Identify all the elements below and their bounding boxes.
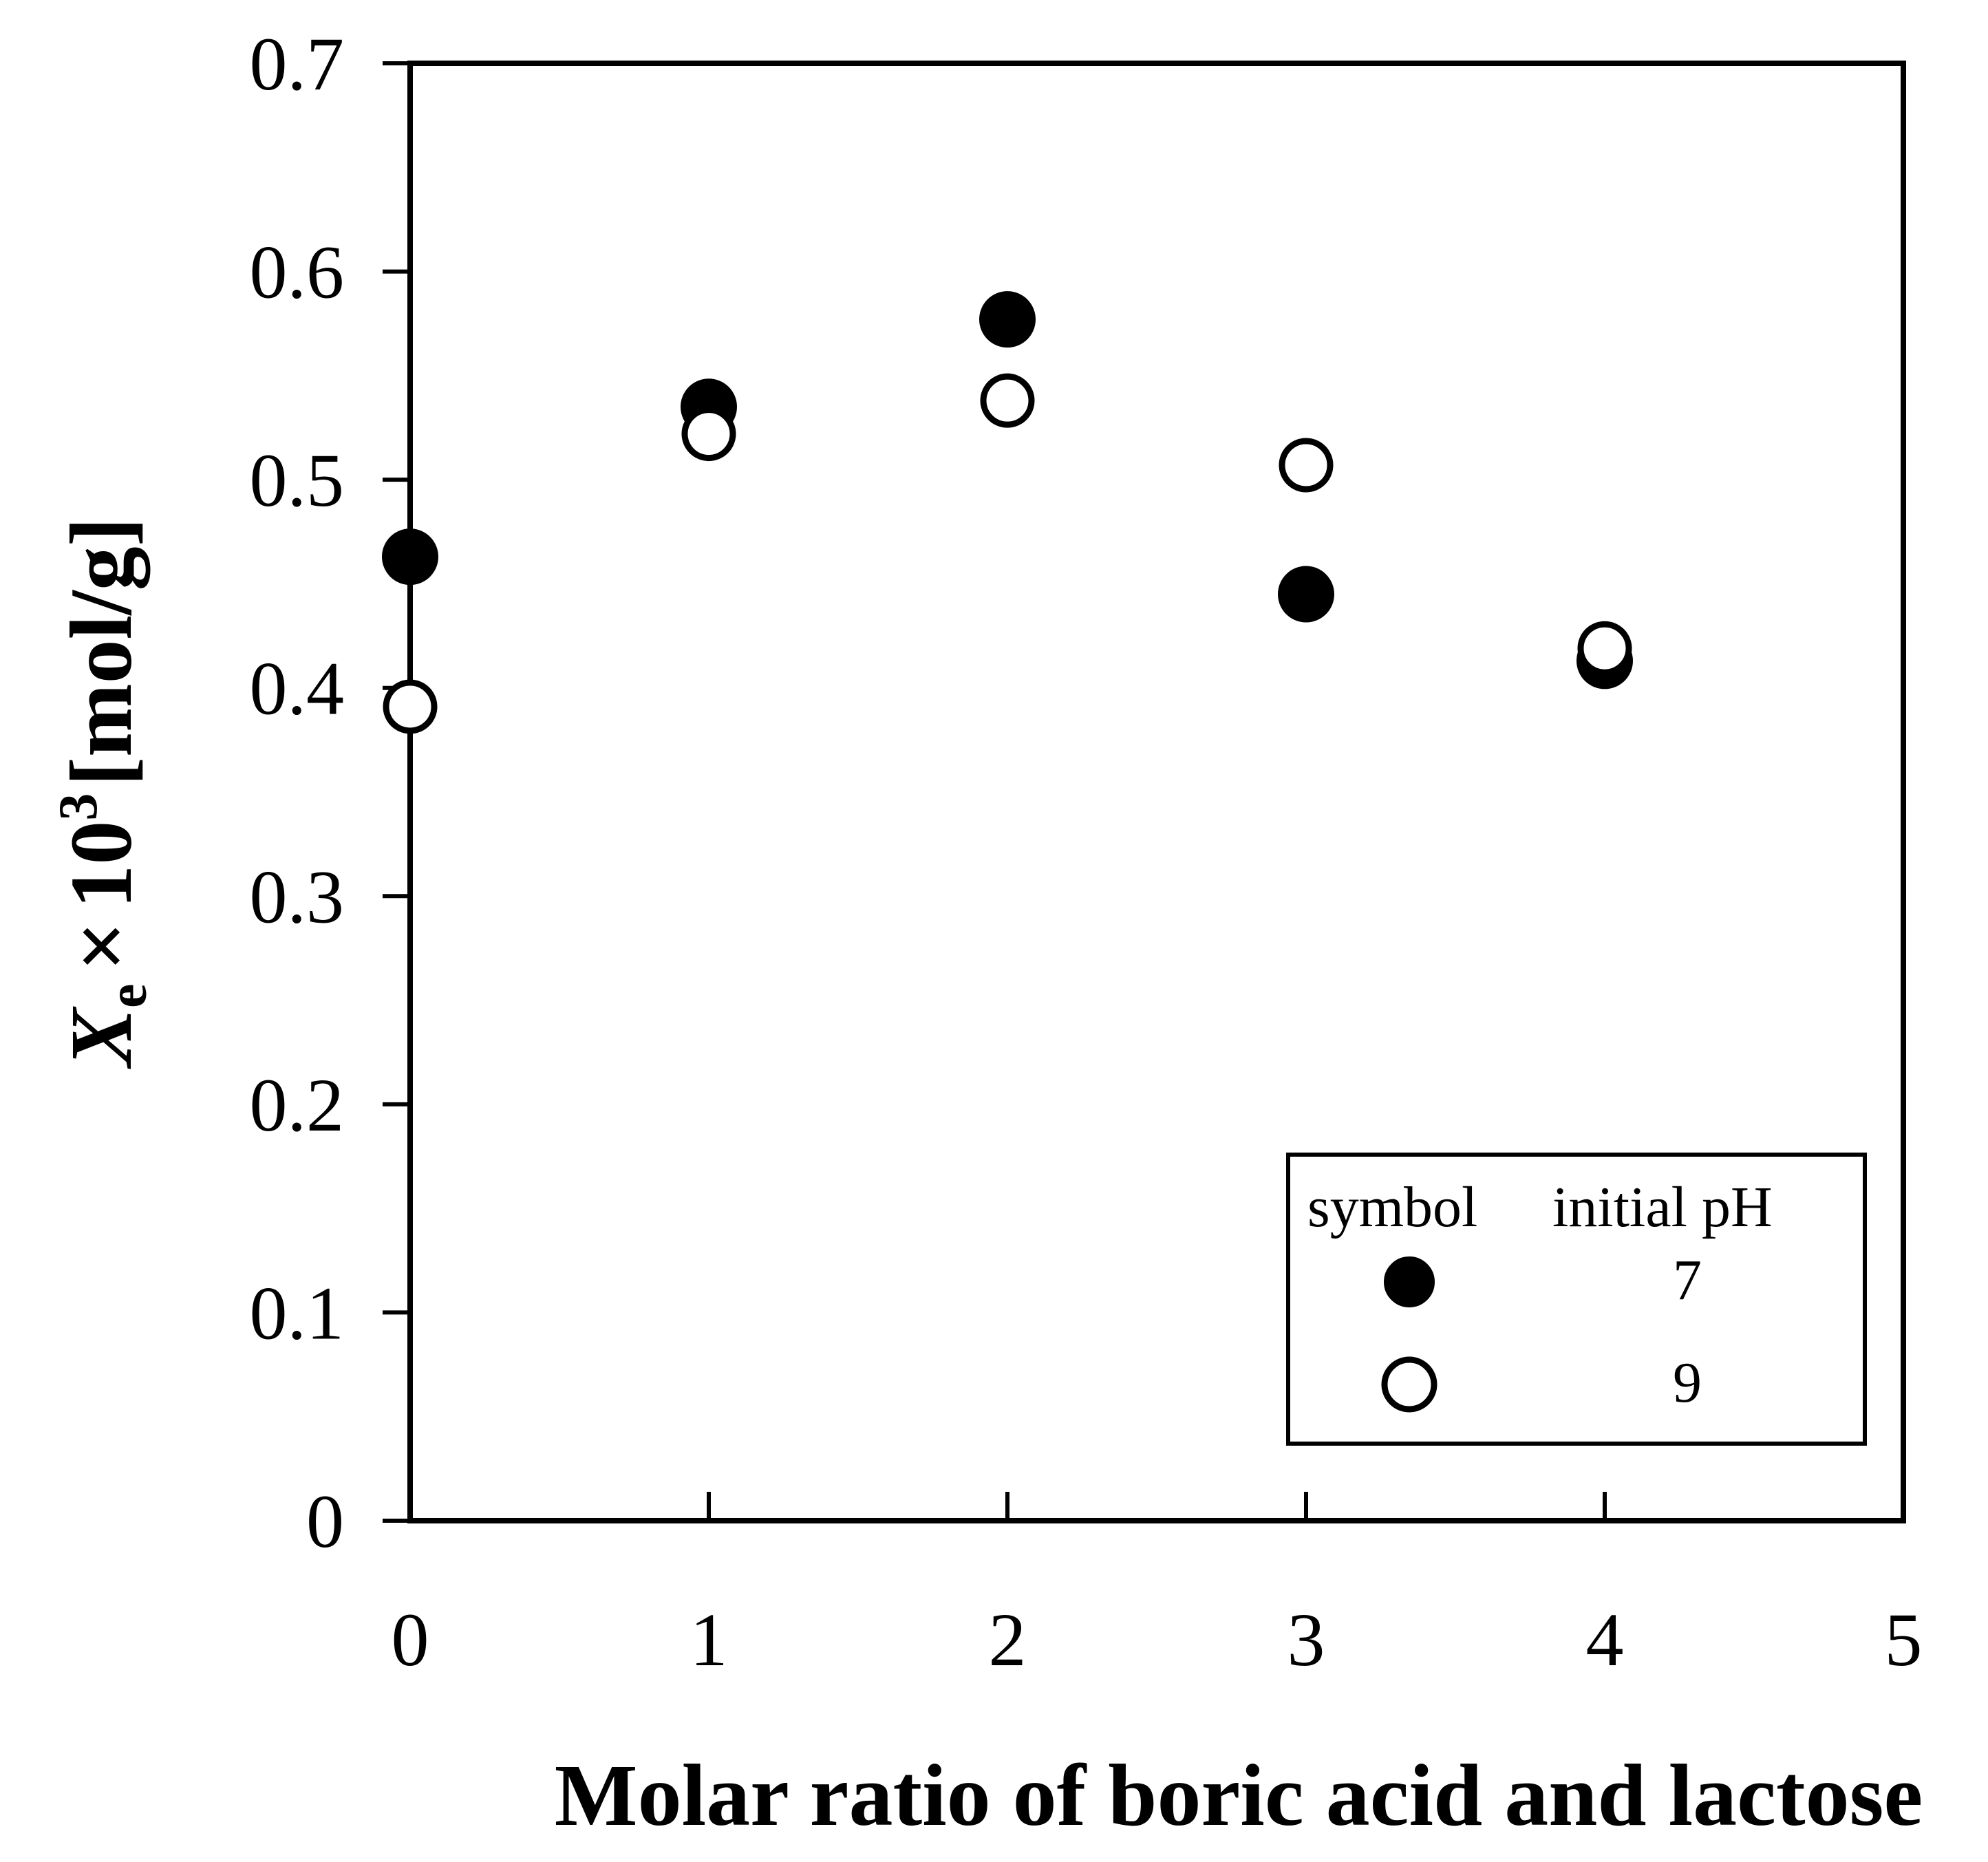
y-axis-tick-labels: 0 0.1 0.2 0.3 0.4 0.5 0.6 0.7: [250, 22, 345, 1563]
x-tick-label: 3: [1287, 1598, 1325, 1682]
y-tick-label: 0.2: [250, 1063, 345, 1147]
y-tick-label: 0.7: [250, 22, 345, 106]
y-axis-title-subscript: e: [98, 984, 158, 1009]
x-tick-label: 0: [392, 1598, 429, 1682]
data-point-ph-7: [382, 528, 438, 586]
legend-marker-filled-circle: [1384, 1256, 1435, 1307]
data-point-ph-7: [1278, 566, 1334, 623]
x-axis-ticks: [408, 1492, 1905, 1521]
data-point-ph-9: [1279, 438, 1334, 493]
data-point-ph-9: [681, 407, 736, 462]
x-tick-label: 5: [1885, 1598, 1923, 1682]
y-axis-title-unit: [mol/g]: [52, 517, 150, 786]
y-tick-label: 0.4: [250, 647, 345, 731]
data-point-ph-7: [979, 291, 1036, 348]
y-tick-label: 0: [306, 1479, 344, 1563]
y-tick-label: 0.5: [250, 438, 345, 522]
data-points: [382, 291, 1633, 734]
y-axis-title-times: ×: [52, 921, 150, 972]
y-axis-title-symbol: X: [52, 1006, 150, 1069]
legend-header-value: initial pH: [1552, 1175, 1773, 1239]
y-axis-title: Xe × 103 [mol/g]: [48, 517, 158, 1070]
y-tick-label: 0.6: [250, 231, 345, 314]
plot-area-frame: [407, 61, 1906, 1523]
data-point-ph-9: [1577, 621, 1632, 676]
x-axis-tick-labels: 0 1 2 3 4 5: [392, 1598, 1923, 1682]
legend-header-symbol: symbol: [1307, 1175, 1477, 1239]
y-tick-label: 0.1: [250, 1271, 345, 1355]
legend-box: [1286, 1153, 1867, 1446]
legend-label-ph-7: 7: [1673, 1248, 1702, 1312]
x-axis-title: Molar ratio of boric acid and lactose: [555, 1746, 1923, 1844]
y-axis-ticks: [383, 61, 410, 1523]
y-axis-title-base: 10: [52, 821, 150, 909]
y-axis-title-exponent: 3: [48, 793, 109, 821]
x-tick-label: 1: [690, 1598, 728, 1682]
x-tick-label: 2: [989, 1598, 1027, 1682]
y-tick-label: 0.3: [250, 855, 345, 939]
legend-label-ph-9: 9: [1673, 1351, 1702, 1415]
x-tick-label: 4: [1586, 1598, 1624, 1682]
data-point-ph-9: [980, 373, 1035, 428]
legend-marker-open-circle: [1381, 1356, 1437, 1413]
legend: symbol initial pH 7 9: [1286, 1153, 1867, 1446]
data-point-ph-9: [383, 679, 438, 734]
